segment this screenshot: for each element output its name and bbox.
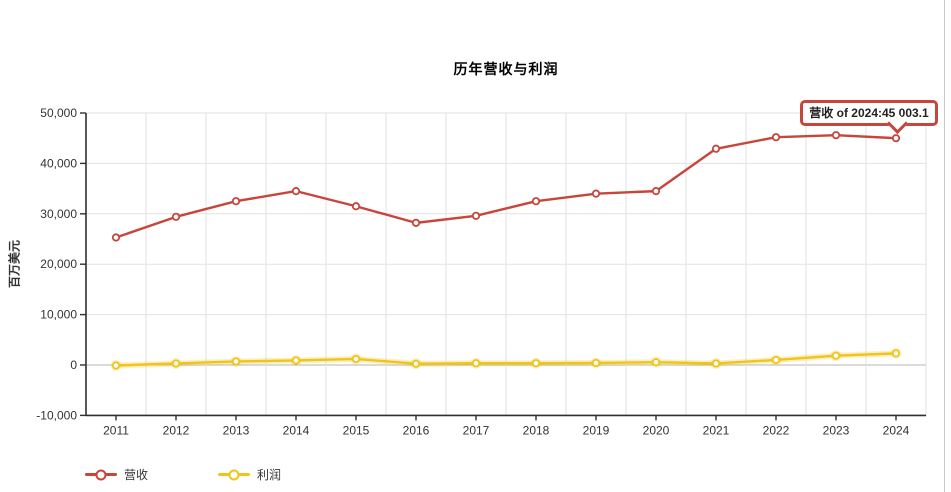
- tooltip: 营收 of 2024:45,003.1: [800, 100, 938, 135]
- profit-legend-line-icon: [218, 469, 251, 480]
- profit-point[interactable]: [471, 359, 481, 368]
- profit-point[interactable]: [711, 359, 721, 368]
- x-tick-label: 2011: [103, 423, 129, 437]
- profit-point[interactable]: [531, 359, 541, 368]
- y-tick-label: 40,000: [40, 156, 77, 170]
- x-tick-label: 2022: [763, 423, 790, 437]
- profit-point[interactable]: [351, 354, 361, 364]
- revenue-point[interactable]: [891, 134, 901, 143]
- legend-item-profit[interactable]: 利润: [218, 466, 281, 483]
- profit-point[interactable]: [891, 349, 901, 358]
- x-tick-label: 2018: [523, 423, 550, 437]
- legend-label-profit: 利润: [257, 468, 282, 482]
- profit-point[interactable]: [771, 355, 781, 365]
- revenue-point[interactable]: [711, 144, 721, 153]
- revenue-point[interactable]: [771, 133, 781, 142]
- y-tick-label: 30,000: [40, 207, 77, 221]
- revenue-point[interactable]: [231, 197, 241, 206]
- revenue-point[interactable]: [111, 233, 121, 242]
- revenue-legend-dot-icon: [95, 469, 107, 480]
- profit-point[interactable]: [291, 356, 301, 365]
- revenue-point[interactable]: [171, 212, 181, 221]
- legend: 营收 利润: [85, 466, 281, 483]
- profit-point[interactable]: [231, 357, 241, 366]
- legend-label-revenue: 营收: [124, 468, 149, 482]
- chart-title: 历年营收与利润: [453, 61, 559, 77]
- revenue-point[interactable]: [351, 202, 361, 211]
- revenue-line: [115, 133, 897, 239]
- y-tick-label: 20,000: [40, 257, 77, 271]
- profit-point[interactable]: [591, 358, 601, 368]
- y-tick-label: 0: [70, 358, 77, 372]
- revenue-point[interactable]: [591, 189, 601, 198]
- profit-point[interactable]: [111, 361, 121, 370]
- x-tick-label: 2021: [703, 423, 730, 437]
- profit-legend-dot-icon: [228, 469, 240, 480]
- x-tick-label: 2024: [883, 423, 910, 437]
- y-tick-label: 10,000: [40, 308, 77, 322]
- profit-point[interactable]: [831, 351, 841, 360]
- revenue-point[interactable]: [531, 197, 541, 206]
- x-tick-label: 2023: [823, 423, 850, 437]
- profit-point[interactable]: [651, 358, 661, 367]
- y-tick-label: 50,000: [40, 106, 77, 120]
- tooltip-text: 营收 of 2024:45,003.1: [809, 106, 929, 120]
- revenue-point[interactable]: [831, 131, 841, 140]
- x-tick-label: 2016: [403, 423, 430, 437]
- right-border-line: [944, 0, 945, 492]
- profit-line: [115, 352, 897, 367]
- revenue-point[interactable]: [291, 187, 301, 196]
- revenue-point[interactable]: [411, 218, 421, 227]
- x-tick-label: 2020: [643, 423, 670, 437]
- profit-point[interactable]: [171, 359, 181, 368]
- x-tick-label: 2017: [463, 423, 490, 437]
- revenue-legend-line-icon: [85, 469, 117, 480]
- x-tick-label: 2019: [583, 423, 610, 437]
- legend-item-revenue[interactable]: 营收: [85, 466, 148, 483]
- revenue-point[interactable]: [471, 211, 481, 220]
- x-tick-label: 2013: [223, 423, 250, 437]
- profit-point[interactable]: [411, 359, 421, 368]
- y-tick-label: -10,000: [36, 408, 77, 422]
- revenue-point[interactable]: [651, 187, 661, 196]
- x-tick-label: 2015: [343, 423, 370, 437]
- x-tick-label: 2014: [283, 423, 310, 437]
- x-tick-label: 2012: [163, 423, 190, 437]
